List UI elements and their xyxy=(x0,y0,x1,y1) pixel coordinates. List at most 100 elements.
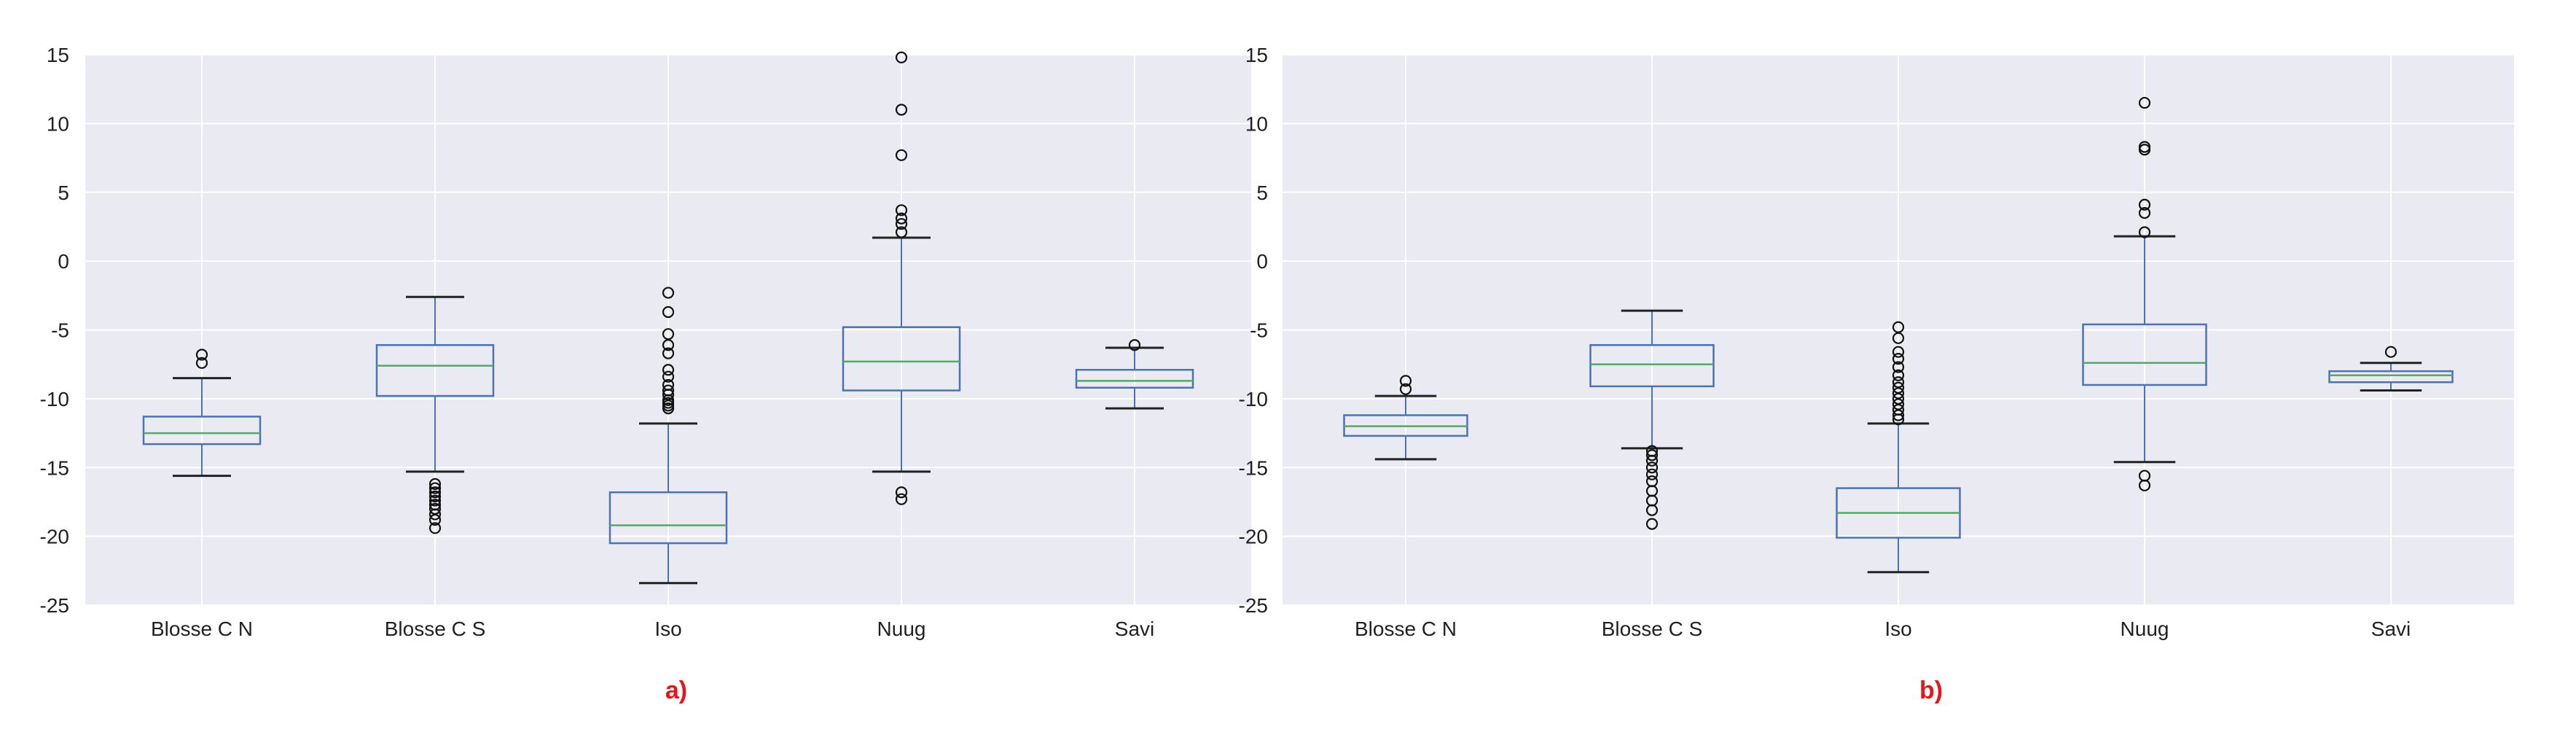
outlier-point xyxy=(895,51,908,63)
box-iso xyxy=(1836,321,1961,574)
outlier-point xyxy=(428,508,442,521)
outlier-point xyxy=(428,478,442,491)
y-tick-label: 15 xyxy=(1245,44,1268,66)
outlier-point xyxy=(662,402,675,415)
outlier-point xyxy=(662,370,675,383)
outlier-point xyxy=(1128,339,1141,351)
outlier-point xyxy=(1892,376,1905,389)
outlier-point xyxy=(895,218,908,230)
outlier-point xyxy=(2384,346,2397,358)
y-tick-label: -25 xyxy=(1239,594,1268,617)
outlier-point xyxy=(1645,504,1659,516)
y-tick-label: -20 xyxy=(1239,526,1268,548)
outlier-point xyxy=(428,513,442,526)
box-savi xyxy=(1075,339,1194,410)
outlier-point xyxy=(2138,96,2151,109)
outlier-point xyxy=(895,486,908,499)
outlier-point xyxy=(895,104,908,116)
y-tick-label: -10 xyxy=(1239,388,1268,410)
outlier-point xyxy=(1892,332,1905,344)
y-tick-label: -10 xyxy=(40,388,69,410)
outlier-point xyxy=(2138,206,2151,219)
x-tick-label: Savi xyxy=(2371,618,2411,640)
outlier-point xyxy=(662,339,675,351)
box-blosse-c-s xyxy=(375,295,495,534)
box-blosse-c-s xyxy=(1589,309,1715,530)
iqr-box xyxy=(2082,323,2207,386)
outlier-point xyxy=(662,287,675,299)
outlier-point xyxy=(895,226,908,238)
x-tick-label: Blosse C S xyxy=(1602,618,1703,640)
chart-panel-a: 15 10 5 0 -5 -10 -15 -20 -25 Blosse C N Blosse C S… xyxy=(40,44,1251,704)
outlier-point xyxy=(428,482,442,494)
y-tick-label: -15 xyxy=(40,456,69,479)
outlier-point xyxy=(1645,454,1659,467)
outlier-point xyxy=(1645,449,1659,462)
outlier-point xyxy=(662,328,675,340)
iqr-box xyxy=(142,416,262,445)
outlier-point xyxy=(2138,144,2151,156)
outlier-point xyxy=(1892,369,1905,381)
x-tick-label: Blosse C N xyxy=(1355,618,1457,640)
y-tick-label: 5 xyxy=(1256,182,1268,204)
x-tick-label: Nuug xyxy=(2121,618,2169,640)
outlier-point xyxy=(662,364,675,376)
x-tick-label: Blosse C S xyxy=(385,618,486,640)
outlier-point xyxy=(1645,518,1659,530)
panel-label: a) xyxy=(665,677,687,704)
outlier-point xyxy=(1399,383,1412,395)
outlier-point xyxy=(895,204,908,217)
outlier-point xyxy=(662,305,675,319)
outlier-point xyxy=(895,212,908,225)
y-tick-label: 10 xyxy=(1245,112,1268,135)
x-tick-label: Iso xyxy=(1884,618,1911,640)
outlier-point xyxy=(428,486,442,499)
outlier-point xyxy=(1892,361,1905,373)
box-nuug xyxy=(2082,96,2207,491)
y-tick-label: -20 xyxy=(40,526,69,548)
iqr-box xyxy=(1589,344,1715,388)
panel-label: b) xyxy=(1919,677,1943,704)
box-iso xyxy=(608,287,728,585)
box-savi xyxy=(2328,346,2454,392)
y-tick-label: -15 xyxy=(1239,456,1268,479)
outlier-point xyxy=(895,493,908,505)
outlier-point xyxy=(2138,198,2151,211)
y-tick-label: -5 xyxy=(51,319,69,342)
outlier-point xyxy=(1892,346,1905,358)
outlier-point xyxy=(428,522,442,534)
iqr-box xyxy=(842,326,961,392)
iqr-box xyxy=(608,491,728,545)
chart-panel-b: 15 10 5 0 -5 -10 -15 -20 -25 Blosse C N Blosse C S… xyxy=(1239,44,2514,704)
y-tick-label: 0 xyxy=(58,250,69,273)
outlier-point xyxy=(2138,479,2151,491)
outlier-point xyxy=(1892,409,1905,421)
x-tick-label: Blosse C N xyxy=(151,618,253,640)
y-tick-label: 10 xyxy=(47,112,69,135)
iqr-box xyxy=(375,344,495,397)
outlier-point xyxy=(662,347,675,359)
y-tick-label: 0 xyxy=(1256,250,1268,273)
y-tick-label: -25 xyxy=(40,594,69,617)
y-tick-label: -5 xyxy=(1250,319,1268,342)
box-blosse-c-n xyxy=(1343,375,1468,461)
box-blosse-c-n xyxy=(142,349,262,478)
outlier-point xyxy=(428,490,442,502)
outlier-point xyxy=(1892,413,1905,426)
outlier-point xyxy=(895,149,908,161)
outlier-point xyxy=(1892,321,1905,333)
x-tick-label: Iso xyxy=(654,618,681,640)
outlier-point xyxy=(1645,468,1659,480)
box-nuug xyxy=(842,51,961,505)
outlier-point xyxy=(195,357,208,369)
outlier-point xyxy=(1892,353,1905,365)
x-tick-label: Savi xyxy=(1115,618,1154,640)
iqr-box xyxy=(1075,368,1194,389)
iqr-box xyxy=(2328,370,2454,383)
outlier-point xyxy=(1892,398,1905,410)
outlier-point xyxy=(195,349,208,361)
outlier-point xyxy=(2138,226,2151,238)
outlier-point xyxy=(1645,462,1659,474)
outlier-point xyxy=(428,494,442,507)
